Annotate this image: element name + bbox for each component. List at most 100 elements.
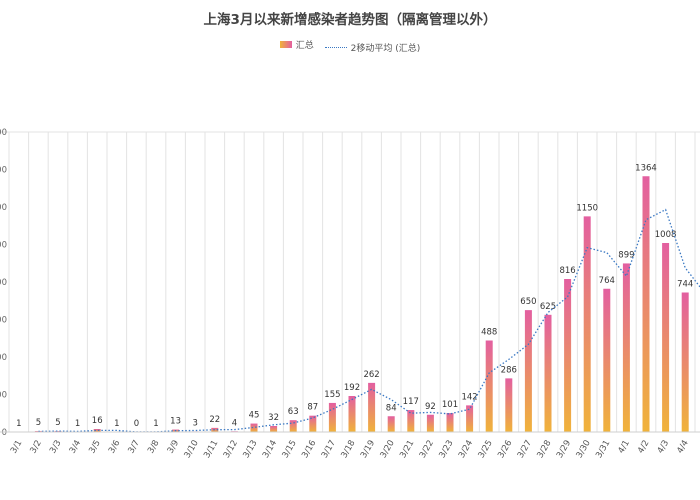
bar-3/17[interactable] [328, 402, 336, 432]
x-tick-label-3/9: 3/9 [166, 439, 182, 456]
data-label-3/14: 32 [268, 413, 279, 423]
bar-3/30[interactable] [583, 216, 591, 432]
data-label-3/15: 63 [288, 407, 299, 417]
bar-3/21[interactable] [407, 410, 415, 432]
x-tick-label-3/8: 3/8 [146, 439, 162, 456]
y-tick-label: 0 [2, 428, 7, 438]
data-label-3/24: 142 [461, 392, 477, 402]
data-label-3/23: 101 [442, 400, 458, 410]
moving-average-line[interactable] [38, 208, 700, 433]
data-label-3/7: 0 [134, 419, 139, 429]
y-tick-label: 00 [0, 128, 7, 138]
bar-3/29[interactable] [564, 279, 572, 432]
bar-4/1[interactable] [622, 263, 630, 432]
y-tick-label: 00 [0, 166, 7, 176]
bar-3/27[interactable] [524, 310, 532, 432]
x-tick-label-3/30: 3/30 [575, 439, 593, 461]
bar-3/22[interactable] [426, 414, 434, 432]
x-tick-label-3/16: 3/16 [300, 439, 318, 461]
bar-3/5[interactable] [93, 429, 101, 432]
data-label-3/25: 488 [481, 328, 497, 338]
x-tick-label-3/7: 3/7 [126, 439, 142, 456]
data-label-3/31: 764 [599, 276, 615, 286]
data-label-3/10: 3 [192, 418, 197, 428]
legend-swatch-line [324, 47, 347, 48]
data-label-3/16: 87 [307, 403, 318, 413]
y-tick-label: 00 [0, 353, 7, 363]
data-label-3/4: 1 [75, 419, 80, 429]
bar-3/28[interactable] [544, 314, 552, 432]
data-label-3/27: 650 [520, 297, 536, 307]
data-label-3/18: 192 [344, 383, 360, 393]
x-tick-label-3/17: 3/17 [320, 439, 338, 461]
x-tick-label-3/13: 3/13 [241, 439, 259, 461]
data-label-3/8: 1 [153, 419, 158, 429]
chart-title: 上海3月以来新增感染者趋势图（隔离管理以外） [203, 12, 497, 28]
bar-3/25[interactable] [485, 340, 493, 433]
bar-4/2[interactable] [642, 176, 650, 432]
y-tick-label: 00 [0, 391, 7, 401]
x-tick-label-3/18: 3/18 [339, 439, 357, 461]
x-tick-label-3/10: 3/10 [183, 439, 201, 461]
data-label-3/21: 117 [403, 397, 419, 407]
data-label-4/1: 899 [618, 250, 634, 260]
x-tick-label-3/12: 3/12 [222, 439, 240, 461]
chart-legend: 汇总 2移动平均 (汇总) [0, 38, 700, 54]
data-label-3/3: 5 [55, 418, 60, 428]
x-tick-label-3/3: 3/3 [48, 439, 64, 456]
bar-4/4[interactable] [681, 292, 689, 433]
bar-3/15[interactable] [289, 420, 297, 432]
legend-label-bars: 汇总 [295, 41, 314, 51]
x-tick-label-3/28: 3/28 [535, 439, 553, 461]
y-tick-label: 00 [0, 316, 7, 326]
data-label-3/26: 286 [501, 365, 517, 375]
data-label-3/20: 84 [386, 403, 397, 413]
bar-3/31[interactable] [603, 288, 611, 432]
bar-4/3[interactable] [662, 243, 670, 432]
x-tick-label-3/29: 3/29 [555, 439, 573, 461]
bar-3/16[interactable] [309, 415, 317, 432]
x-tick-label-3/23: 3/23 [437, 439, 455, 461]
bar-3/13[interactable] [250, 423, 258, 432]
data-label-3/12: 4 [232, 418, 237, 428]
data-label-3/5: 16 [92, 416, 103, 426]
x-tick-label-3/21: 3/21 [398, 439, 416, 461]
data-label-4/4: 744 [677, 280, 693, 290]
x-tick-label-3/11: 3/11 [202, 439, 220, 461]
x-tick-label-3/27: 3/27 [516, 439, 534, 461]
x-tick-label-3/4: 3/4 [68, 439, 84, 456]
data-label-3/6: 1 [114, 419, 119, 429]
bar-3/20[interactable] [387, 416, 395, 432]
x-tick-label-3/22: 3/22 [418, 439, 436, 461]
legend-swatch-bars [279, 41, 292, 48]
legend-item-line[interactable]: 2移动平均 (汇总) [324, 41, 421, 54]
bar-3/18[interactable] [348, 396, 356, 432]
bar-3/26[interactable] [505, 378, 513, 432]
data-label-3/9: 13 [170, 417, 181, 427]
x-tick-label-3/2: 3/2 [28, 439, 44, 456]
x-tick-label-3/1: 3/1 [9, 439, 25, 456]
y-tick-label: 00 [0, 241, 7, 251]
y-tick-label: 00 [0, 278, 7, 288]
legend-label-line: 2移动平均 (汇总) [350, 44, 421, 54]
bar-3/19[interactable] [368, 382, 376, 432]
data-label-3/29: 816 [559, 266, 575, 276]
data-label-3/19: 262 [363, 370, 379, 380]
x-tick-label-3/14: 3/14 [261, 439, 279, 461]
data-label-3/30: 1150 [576, 203, 598, 213]
bar-3/14[interactable] [270, 426, 278, 432]
x-tick-label-4/1: 4/1 [616, 439, 632, 456]
x-tick-label-3/19: 3/19 [359, 439, 377, 461]
x-tick-label-3/24: 3/24 [457, 439, 475, 461]
bar-3/24[interactable] [466, 405, 474, 432]
data-label-3/17: 155 [324, 390, 340, 400]
bar-3/11[interactable] [211, 427, 219, 432]
x-tick-label-3/20: 3/20 [379, 439, 397, 461]
legend-item-bars[interactable]: 汇总 [279, 38, 314, 51]
x-tick-label-4/4: 4/4 [675, 439, 691, 456]
data-label-4/2: 1364 [635, 163, 657, 173]
bar-3/23[interactable] [446, 413, 454, 432]
x-tick-label-3/5: 3/5 [87, 439, 103, 456]
x-tick-label-4/3: 4/3 [656, 439, 672, 456]
